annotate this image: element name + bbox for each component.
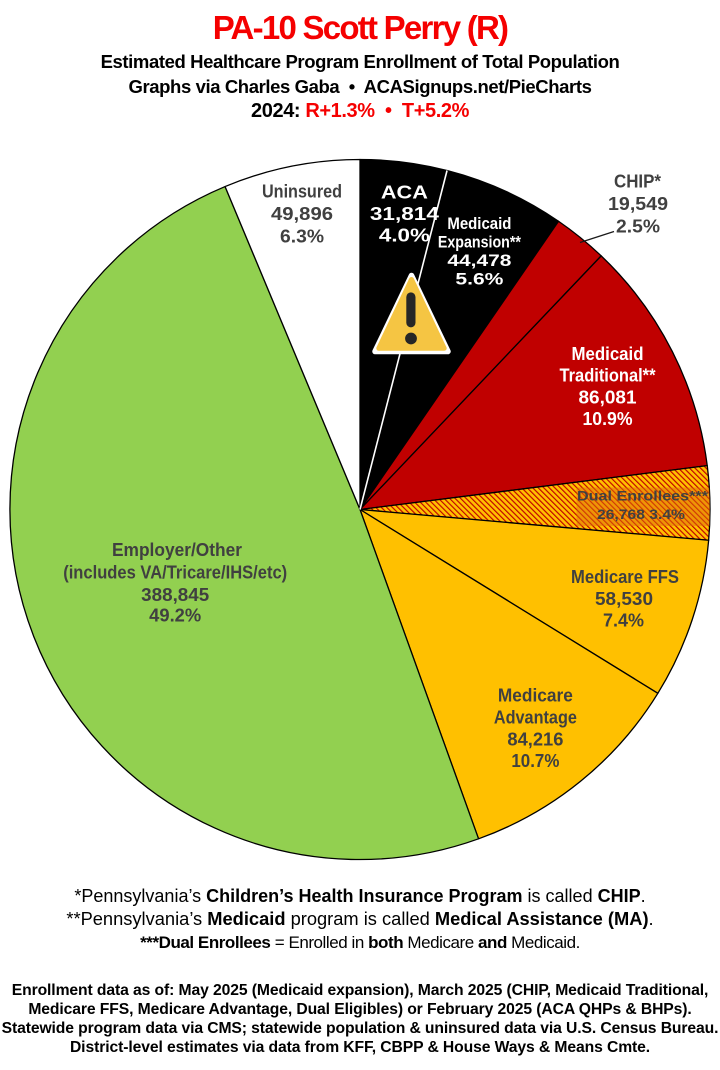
svg-text:86,081: 86,081 bbox=[579, 387, 637, 407]
svg-text:Medicare FFS: Medicare FFS bbox=[571, 567, 679, 587]
svg-text:Medicaid: Medicaid bbox=[572, 344, 644, 364]
svg-text:Traditional**: Traditional** bbox=[560, 366, 656, 386]
svg-text:49.2%: 49.2% bbox=[149, 605, 201, 625]
svg-text:84,216: 84,216 bbox=[507, 729, 563, 749]
svg-text:44,478: 44,478 bbox=[447, 251, 511, 270]
svg-text:5.6%: 5.6% bbox=[455, 270, 503, 289]
svg-text:ACA: ACA bbox=[381, 183, 428, 203]
svg-text:19,549: 19,549 bbox=[608, 194, 668, 214]
svg-text:Advantage: Advantage bbox=[494, 707, 577, 727]
svg-text:Employer/Other: Employer/Other bbox=[112, 540, 242, 560]
svg-text:2.5%: 2.5% bbox=[616, 217, 660, 237]
svg-text:388,845: 388,845 bbox=[141, 585, 209, 605]
svg-text:4.0%: 4.0% bbox=[379, 226, 430, 246]
svg-text:10.7%: 10.7% bbox=[511, 751, 559, 771]
svg-text:(includes VA/Tricare/IHS/etc): (includes VA/Tricare/IHS/etc) bbox=[63, 562, 287, 582]
svg-text:26,768 3.4%: 26,768 3.4% bbox=[597, 506, 686, 522]
svg-text:49,896: 49,896 bbox=[271, 204, 333, 224]
svg-text:31,814: 31,814 bbox=[370, 204, 439, 224]
svg-text:Expansion**: Expansion** bbox=[438, 233, 521, 252]
svg-text:10.9%: 10.9% bbox=[583, 409, 633, 429]
svg-text:58,530: 58,530 bbox=[595, 589, 653, 609]
svg-text:Dual Enrollees***: Dual Enrollees*** bbox=[577, 488, 709, 504]
svg-text:Medicaid: Medicaid bbox=[447, 214, 511, 233]
svg-text:7.4%: 7.4% bbox=[603, 611, 644, 631]
svg-text:CHIP*: CHIP* bbox=[614, 172, 661, 192]
svg-text:6.3%: 6.3% bbox=[280, 227, 324, 247]
svg-text:Medicare: Medicare bbox=[498, 686, 573, 706]
svg-text:Uninsured: Uninsured bbox=[262, 182, 342, 202]
